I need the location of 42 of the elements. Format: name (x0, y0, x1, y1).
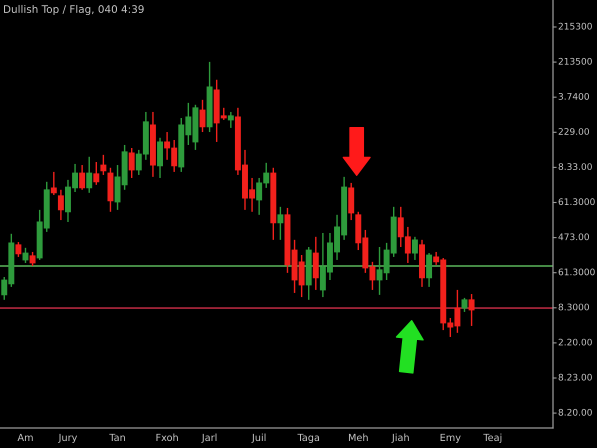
candlestick (100, 154, 106, 176)
chart-title: Dullish Top / Flag, 040 4:39 (4, 4, 144, 16)
candlestick (93, 161, 100, 186)
x-tick-label: Emy (440, 434, 461, 443)
candlestick (277, 206, 284, 241)
candlestick (200, 99, 206, 133)
x-tick-label: Am (18, 434, 33, 441)
text: 213500 (558, 58, 592, 65)
candlestick (79, 164, 86, 190)
text: 8.23.00 (558, 374, 592, 381)
candlestick (50, 171, 57, 196)
candlestick (30, 251, 36, 267)
text: 3.7400 (558, 92, 589, 100)
text: 8.33.00 (558, 163, 592, 170)
candlestick (86, 156, 92, 194)
text: 8.3000 (558, 304, 589, 310)
candlestick (15, 241, 22, 258)
candlestick (468, 293, 475, 327)
x-tick-label: Taga (297, 434, 320, 443)
candlestick (426, 252, 432, 288)
x-tick-label: Fxoh (156, 434, 178, 442)
candlestick (22, 247, 28, 264)
text: 229.00 (558, 128, 589, 135)
candlestick (228, 111, 234, 129)
x-tick-label: Teaj (483, 434, 502, 443)
text: 8.20.00 (558, 408, 592, 416)
x-tick-label: Tan (109, 434, 125, 442)
candlestick (462, 297, 468, 313)
x-tick-label: Jarl (201, 434, 216, 443)
text: 2.20.00 (558, 338, 592, 346)
candlestick (412, 236, 418, 261)
text: 61.3000 (558, 268, 595, 276)
text: 215300 (558, 22, 592, 30)
text: 473.00 (558, 233, 589, 240)
candlestick (128, 147, 135, 179)
x-tick-label: Juil (251, 434, 266, 443)
candlestick (157, 137, 163, 179)
x-tick-label: Jury (58, 434, 78, 443)
x-tick-label: Meh (348, 434, 368, 442)
candlestick (58, 189, 64, 221)
text: 61.3000 (558, 198, 595, 206)
x-tick-label: Jiah (391, 434, 409, 443)
